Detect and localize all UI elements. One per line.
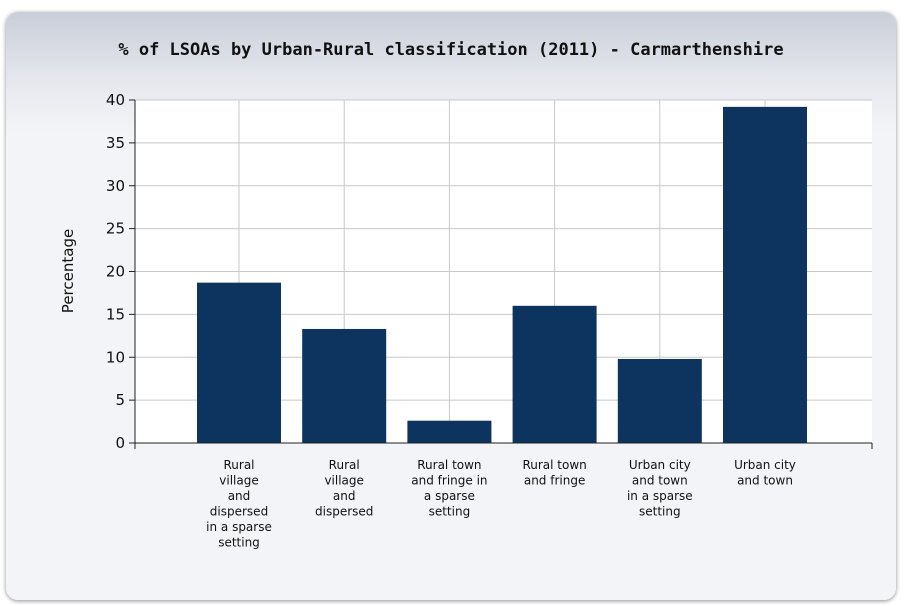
bars — [197, 106, 807, 444]
y-axis-label: Percentage — [59, 229, 77, 313]
y-tick-label: 35 — [106, 134, 125, 152]
x-category-label: Rural village and dispersed — [315, 458, 373, 519]
bar — [302, 328, 387, 443]
bar — [197, 282, 281, 443]
y-tick-label: 25 — [106, 220, 125, 238]
x-category-label: Rural town and fringe — [522, 458, 586, 488]
y-tick-label: 15 — [106, 305, 125, 323]
axes — [129, 99, 873, 449]
y-tick-label: 0 — [115, 434, 125, 452]
y-tick-label: 40 — [106, 91, 125, 109]
bar — [512, 305, 597, 443]
y-tick-label: 5 — [115, 391, 125, 409]
x-category-labels: Rural village and dispersed in a sparse setti… — [206, 458, 796, 550]
x-category-label: Urban city and town in a sparse setting — [627, 458, 693, 519]
chart-title: % of LSOAs by Urban-Rural classification… — [118, 40, 784, 60]
x-category-label: Urban city and town — [734, 458, 796, 488]
x-category-label: Rural village and dispersed in a sparse setti… — [206, 458, 272, 550]
bar — [407, 420, 492, 443]
bar — [617, 358, 702, 443]
y-tick-label: 20 — [106, 263, 125, 281]
bar — [723, 106, 807, 444]
x-category-label: Rural town and fringe in a sparse setting — [411, 458, 487, 519]
y-tick-labels: 0 5 10 15 20 25 30 35 40 — [106, 91, 125, 452]
y-tick-label: 10 — [106, 348, 125, 366]
y-tick-label: 30 — [106, 177, 125, 195]
